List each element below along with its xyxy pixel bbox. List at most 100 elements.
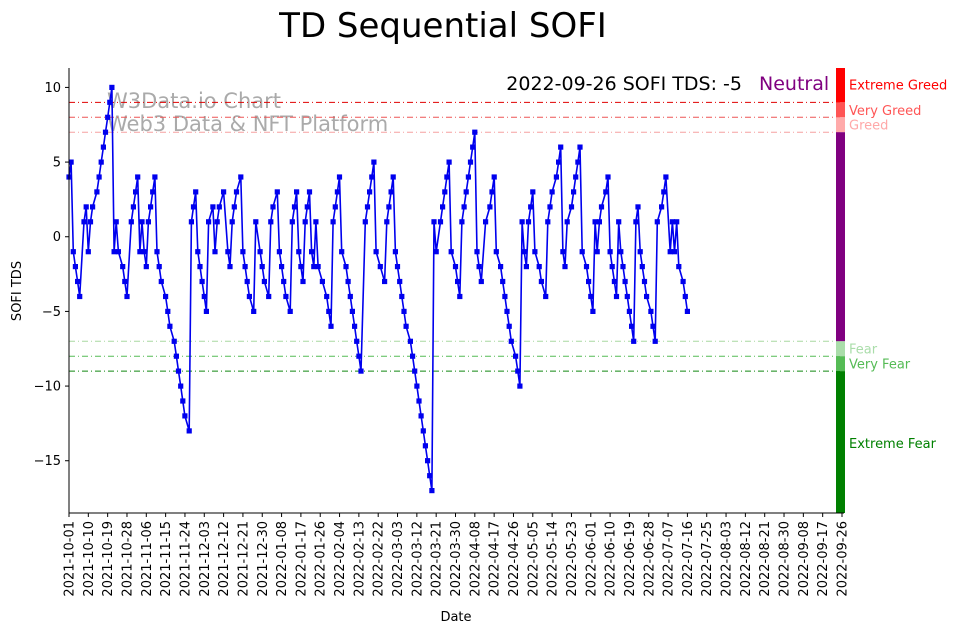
data-point [175, 368, 182, 374]
data-point [332, 204, 338, 210]
data-point [661, 189, 667, 195]
data-point [281, 278, 287, 285]
data-point [98, 159, 104, 165]
data-point [442, 189, 448, 195]
x-tick-label: 2022-04-17 [488, 521, 503, 597]
data-point [178, 383, 184, 389]
data-point [463, 189, 469, 195]
data-point [356, 353, 362, 359]
data-point [392, 249, 398, 255]
data-point [283, 293, 289, 300]
data-point [148, 204, 154, 210]
data-point [431, 219, 437, 225]
data-point [674, 219, 680, 225]
x-axis-label: Date [440, 610, 471, 625]
data-point [367, 189, 373, 195]
data-point [616, 219, 622, 225]
data-point [152, 174, 158, 180]
x-tick-label: 2022-02-13 [352, 521, 367, 597]
data-point [455, 278, 461, 285]
data-point [508, 338, 514, 344]
x-tick-label: 2022-02-04 [333, 521, 348, 597]
data-point [547, 204, 553, 210]
data-point [326, 308, 332, 314]
data-point [115, 249, 121, 255]
data-point [498, 264, 504, 270]
data-point [246, 293, 252, 300]
x-tick-label: 2022-08-30 [778, 521, 793, 597]
data-point [523, 264, 529, 270]
data-point [472, 129, 478, 135]
x-tick-label: 2021-10-28 [120, 521, 135, 597]
data-point [107, 99, 113, 105]
data-point [158, 278, 164, 285]
data-point [128, 219, 134, 225]
axes [68, 68, 844, 514]
data-point [339, 249, 345, 255]
data-point [188, 219, 194, 225]
data-point [347, 293, 353, 300]
data-point [603, 189, 609, 195]
data-point [154, 249, 160, 255]
y-axis-label: SOFI TDS [10, 261, 25, 321]
x-tick-label: 2022-03-30 [449, 521, 464, 597]
data-point [257, 249, 263, 255]
data-point [199, 278, 205, 285]
data-point [68, 159, 74, 165]
data-point [403, 323, 409, 329]
zone-segment-6 [836, 371, 845, 513]
data-point [504, 308, 510, 314]
data-point [440, 204, 446, 210]
y-tick-label: −15 [34, 454, 61, 469]
data-point [521, 249, 527, 255]
data-point [313, 219, 319, 225]
data-point [94, 189, 100, 195]
data-point [180, 398, 186, 404]
data-point [446, 159, 452, 165]
data-point [173, 353, 179, 359]
data-point [298, 264, 304, 270]
data-point [444, 174, 450, 180]
data-point [238, 174, 244, 180]
data-point [304, 204, 310, 210]
x-tick-label: 2022-05-23 [565, 521, 580, 597]
data-point [562, 264, 568, 270]
data-point [197, 264, 203, 270]
data-point [470, 144, 476, 150]
data-point [680, 278, 686, 285]
data-point [568, 204, 575, 210]
data-point [399, 293, 405, 300]
data-point [506, 323, 512, 329]
data-point [242, 264, 248, 270]
data-point [401, 308, 407, 314]
data-point [459, 219, 465, 225]
data-point [70, 249, 76, 255]
x-ticks: 2021-10-01 2021-10-10 2021-10-19 2021-10-28… [63, 513, 851, 597]
data-point [96, 174, 102, 180]
data-point [352, 323, 358, 329]
data-point [244, 278, 250, 285]
data-point [448, 249, 454, 255]
data-point [319, 278, 325, 285]
data-point [556, 159, 562, 165]
data-point [418, 413, 424, 419]
x-tick-label: 2021-10-10 [82, 521, 97, 597]
x-tick-label: 2022-04-08 [468, 521, 483, 597]
data-point [390, 174, 396, 180]
data-point [268, 219, 274, 225]
data-point [210, 204, 216, 210]
data-point [629, 323, 635, 329]
data-point [294, 189, 300, 195]
x-tick-label: 2021-11-24 [178, 521, 193, 597]
data-point [397, 278, 403, 285]
data-point [648, 308, 654, 314]
data-point [422, 443, 428, 449]
zone-segment-3 [836, 132, 845, 342]
data-point [590, 308, 596, 314]
data-point [613, 293, 620, 300]
data-point [553, 174, 559, 180]
data-point [605, 174, 611, 180]
data-point [214, 219, 220, 225]
